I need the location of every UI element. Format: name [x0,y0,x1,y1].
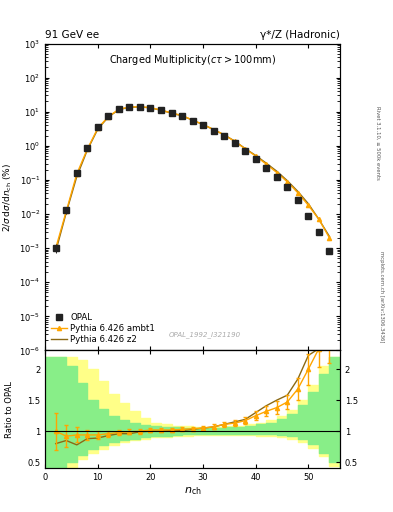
X-axis label: $n_\mathrm{ch}$: $n_\mathrm{ch}$ [184,485,202,497]
Text: γ*/Z (Hadronic): γ*/Z (Hadronic) [260,30,340,40]
Legend: OPAL, Pythia 6.426 ambt1, Pythia 6.426 z2: OPAL, Pythia 6.426 ambt1, Pythia 6.426 z… [50,311,157,346]
Y-axis label: $2/\sigma\,\mathrm{d}\sigma/\mathrm{d}n_\mathrm{ch}$ (%): $2/\sigma\,\mathrm{d}\sigma/\mathrm{d}n_… [2,162,14,231]
Text: OPAL_1992_I321190: OPAL_1992_I321190 [168,331,241,338]
Text: Charged Multiplicity$(c\tau > 100\mathrm{mm})$: Charged Multiplicity$(c\tau > 100\mathrm… [109,53,276,67]
Y-axis label: Ratio to OPAL: Ratio to OPAL [5,381,14,438]
Text: 91 GeV ee: 91 GeV ee [45,30,99,40]
Text: mcplots.cern.ch [arXiv:1306.3436]: mcplots.cern.ch [arXiv:1306.3436] [380,251,384,343]
Text: Rivet 3.1.10, ≥ 500k events: Rivet 3.1.10, ≥ 500k events [375,106,380,180]
